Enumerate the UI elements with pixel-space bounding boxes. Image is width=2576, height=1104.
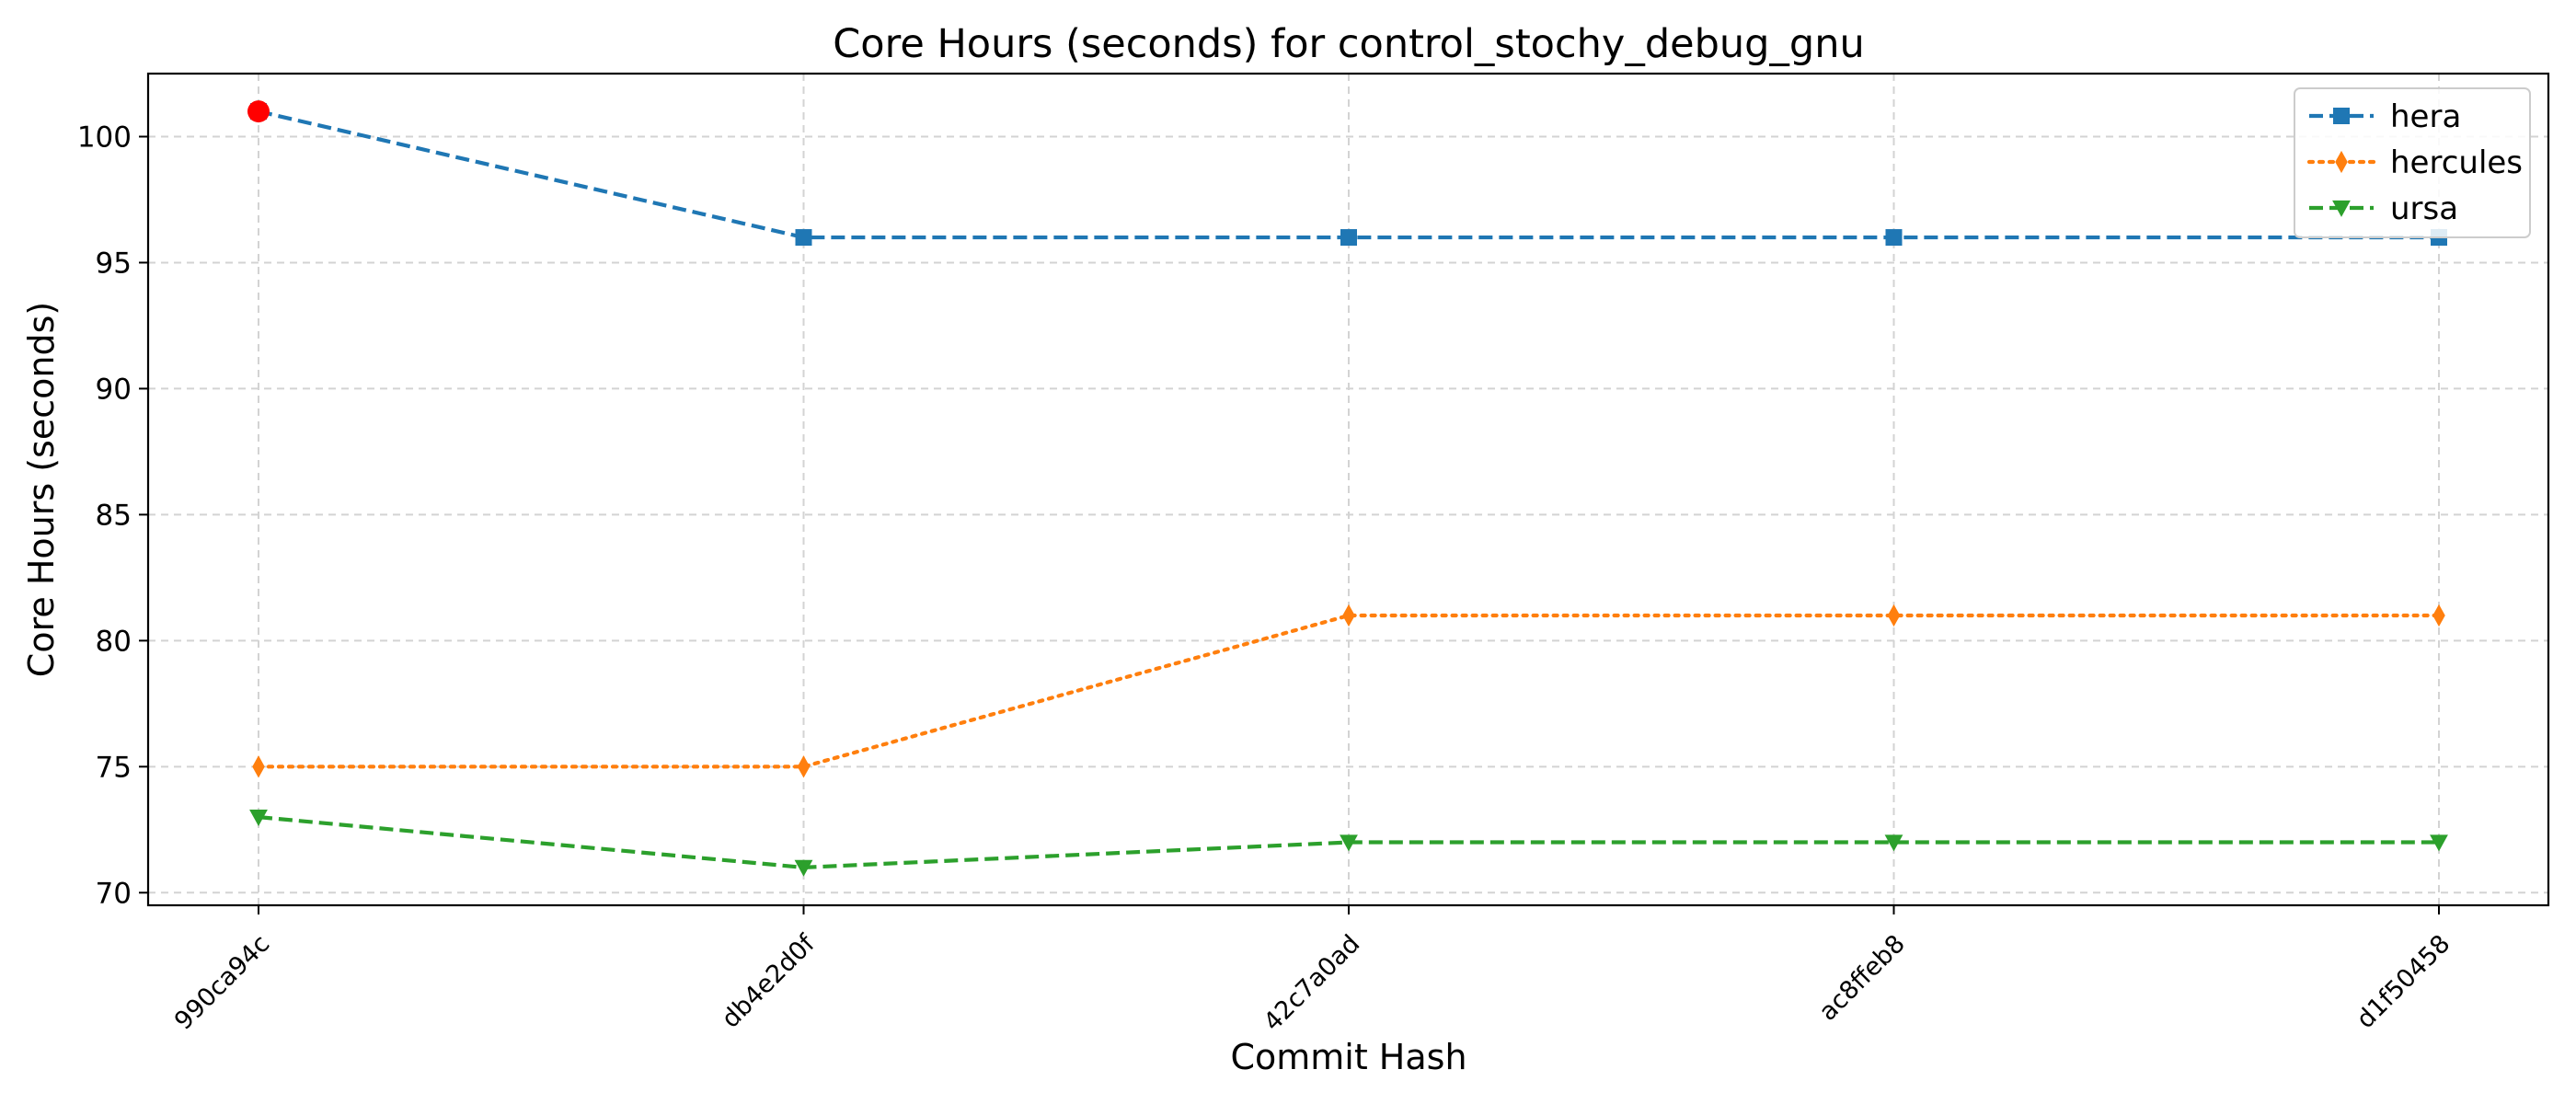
data-point-hera <box>1885 229 1903 247</box>
x-tick-label: d1f50458 <box>2352 929 2456 1034</box>
y-tick-label: 70 <box>96 877 132 910</box>
x-tick-label: db4e2d0f <box>717 928 822 1033</box>
series-ursa <box>249 810 2448 877</box>
data-point-ursa <box>2430 834 2448 852</box>
legend-label: hera <box>2390 98 2461 135</box>
y-tick-label: 85 <box>96 499 132 532</box>
x-tick-label: 990ca94c <box>169 929 275 1035</box>
data-point-ursa <box>1884 834 1903 852</box>
series-hera <box>250 103 2447 247</box>
legend-box <box>2294 87 2531 238</box>
data-point-ursa <box>794 859 813 877</box>
legend-label: hercules <box>2390 144 2523 181</box>
series-hercules <box>252 604 2445 778</box>
data-point-hercules <box>1887 604 1901 627</box>
x-tick-label: ac8ffeb8 <box>1813 929 1910 1026</box>
x-axis-label: Commit Hash <box>1230 1037 1466 1077</box>
data-point-hera <box>1340 229 1357 247</box>
legend-entry-hercules: hercules <box>2306 144 2523 181</box>
data-point-hera <box>795 229 812 247</box>
legend-entry-hera: hera <box>2309 98 2461 135</box>
series-layer <box>247 100 2448 877</box>
data-point-hercules <box>2432 604 2445 627</box>
data-point-hercules <box>1342 604 1355 627</box>
y-tick-label: 100 <box>77 121 132 154</box>
legend-marker <box>2335 150 2348 174</box>
legend-label: ursa <box>2390 190 2458 227</box>
y-axis-label: Core Hours (seconds) <box>21 302 62 677</box>
legend: hera hercules ursa <box>2294 87 2531 238</box>
y-tick-label: 75 <box>96 751 132 784</box>
grid-layer <box>148 74 2548 905</box>
y-tick-label: 80 <box>96 625 132 658</box>
chart-title: Core Hours (seconds) for control_stochy_… <box>833 21 1864 67</box>
highlight-point <box>247 100 270 123</box>
tick-layer: 70 75 80 85 90 95 100 990ca94c db4e2d0f 42c7a0ad a… <box>77 121 2455 1036</box>
data-point-ursa <box>249 810 268 827</box>
data-point-hercules <box>797 755 811 778</box>
x-tick-label: 42c7a0ad <box>1259 929 1366 1037</box>
series-line-hercules <box>256 613 2442 769</box>
legend-entry-ursa: ursa <box>2309 190 2458 227</box>
data-point-ursa <box>1340 834 1358 852</box>
data-point-hercules <box>252 755 265 778</box>
y-tick-label: 95 <box>96 247 132 280</box>
y-tick-label: 90 <box>96 373 132 406</box>
legend-marker <box>2333 108 2350 124</box>
legend-marker <box>2332 200 2351 217</box>
